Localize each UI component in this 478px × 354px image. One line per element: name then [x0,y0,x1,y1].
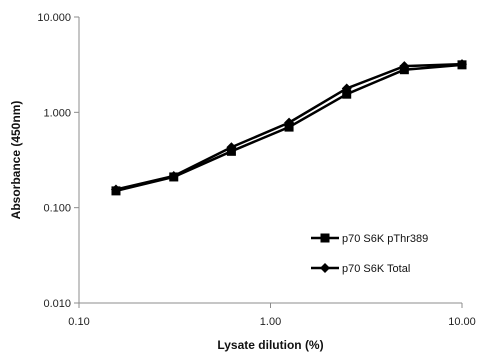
legend-item: p70 S6K Total [311,263,410,275]
x-tick-label: 10.00 [448,316,476,328]
diamond-marker [168,170,179,181]
series-layer [110,59,467,196]
square-marker [342,89,352,99]
legend-label: p70 S6K pThr389 [342,233,428,245]
legend-diamond-marker [320,263,330,273]
legend-square-marker [320,233,330,243]
x-axis-title: Lysate dilution (%) [217,338,323,352]
legend: p70 S6K pThr389 p70 S6K Total [311,233,428,275]
legend-label: p70 S6K Total [342,263,410,275]
y-tick-label: 10.000 [37,12,71,24]
diamond-marker [341,83,352,94]
y-tick-label: 0.010 [43,298,71,310]
y-tick-label: 0.100 [43,203,71,215]
legend-item: p70 S6K pThr389 [311,233,428,245]
diamond-marker [457,59,467,70]
series-total [110,59,467,195]
y-axis-title: Absorbance (450nm) [9,101,23,220]
series-pthr389 [111,60,467,196]
diamond-marker [399,61,410,72]
diamond-marker [284,117,295,128]
y-tick-label: 1.000 [43,107,71,119]
axes: 0.010 0.100 1.000 10.000 0.10 1.00 10.00 [37,12,475,328]
diamond-marker [226,142,237,153]
diamond-marker [110,184,121,195]
x-tick-label: 0.10 [68,316,89,328]
x-tick-label: 1.00 [260,316,281,328]
